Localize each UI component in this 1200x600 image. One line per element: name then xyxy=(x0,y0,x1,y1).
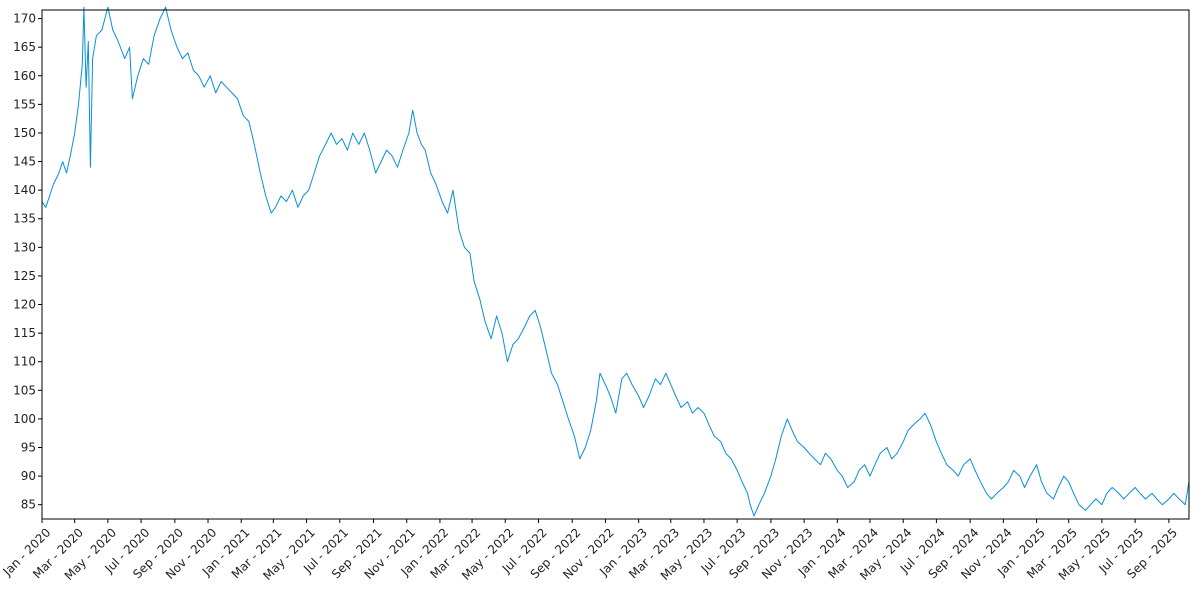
y-tick-label: 125 xyxy=(13,269,36,283)
plot-area xyxy=(41,6,1190,517)
y-tick-label: 155 xyxy=(13,97,36,111)
y-tick-label: 100 xyxy=(13,412,36,426)
y-tick-label: 105 xyxy=(13,383,36,397)
y-tick-label: 160 xyxy=(13,69,36,83)
y-tick-label: 135 xyxy=(13,212,36,226)
y-tick-label: 150 xyxy=(13,126,36,140)
y-tick-label: 170 xyxy=(13,12,36,26)
y-tick-label: 165 xyxy=(13,40,36,54)
y-tick-label: 95 xyxy=(21,441,36,455)
series-line xyxy=(41,6,1190,517)
y-tick-label: 145 xyxy=(13,155,36,169)
y-tick-label: 140 xyxy=(13,183,36,197)
y-tick-label: 90 xyxy=(21,469,36,483)
plot-frame xyxy=(41,9,1190,520)
y-tick-label: 130 xyxy=(13,240,36,254)
y-tick-label: 85 xyxy=(21,498,36,512)
y-tick-label: 110 xyxy=(13,355,36,369)
y-tick-label: 115 xyxy=(13,326,36,340)
y-tick-label: 120 xyxy=(13,298,36,312)
y-axis: 85 90 95 100 105 110 115 120 125 130 135 140 145 150 1… xyxy=(13,12,42,512)
